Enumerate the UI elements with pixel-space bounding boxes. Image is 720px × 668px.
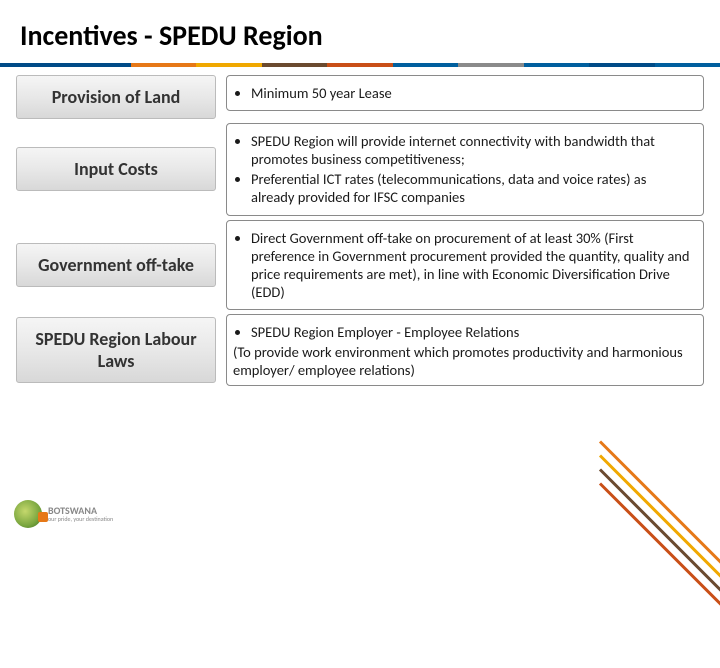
incentive-row: Provision of Land Minimum 50 year Lease [16,75,704,119]
corner-stripe [599,468,720,654]
logo-text: BOTSWANA our pride, your destination [48,506,113,522]
incentive-row: SPEDU Region Labour Laws SPEDU Region Em… [16,314,704,386]
footer: BOTSWANA our pride, your destination [14,496,134,532]
trailing-text: (To provide work environment which promo… [233,343,693,379]
row-description: SPEDU Region Employer - Employee Relatio… [226,314,704,386]
header-bar-segment [131,63,196,67]
header-bar-segment [327,63,392,67]
corner-stripe [599,454,720,640]
botswana-logo: BOTSWANA our pride, your destination [14,496,134,532]
bullet-item: SPEDU Region will provide internet conne… [251,132,693,168]
row-description: SPEDU Region will provide internet conne… [226,123,704,216]
row-description: Minimum 50 year Lease [226,75,704,111]
bullet-item: Direct Government off-take on procuremen… [251,229,693,302]
header-bar-segment [262,63,327,67]
header-bar-segment [458,63,523,67]
content-area: Provision of Land Minimum 50 year Lease … [0,67,720,386]
row-label: SPEDU Region Labour Laws [16,317,216,383]
row-label: Provision of Land [16,75,216,119]
bullet-item: Minimum 50 year Lease [251,84,693,102]
header-bar-segment [393,63,458,67]
header-bar-segment [0,63,65,67]
row-description: Direct Government off-take on procuremen… [226,220,704,311]
corner-stripe [599,440,720,626]
header-bar-segment [589,63,654,67]
corner-accent-icon [600,420,720,580]
header-color-bar [0,63,720,67]
header-bar-segment [655,63,720,67]
corner-stripe [599,482,720,668]
bullet-item: SPEDU Region Employer - Employee Relatio… [251,323,693,341]
row-label: Government off-take [16,243,216,287]
incentive-row: Input Costs SPEDU Region will provide in… [16,123,704,216]
header-bar-segment [524,63,589,67]
logo-mark-icon [14,500,42,528]
bullet-item: Preferential ICT rates (telecommunicatio… [251,170,693,206]
logo-subtext: our pride, your destination [48,516,113,522]
incentive-row: Government off-take Direct Government of… [16,220,704,311]
header-bar-segment [196,63,261,67]
header-bar-segment [65,63,130,67]
page-title: Incentives - SPEDU Region [0,0,720,63]
row-label: Input Costs [16,147,216,191]
